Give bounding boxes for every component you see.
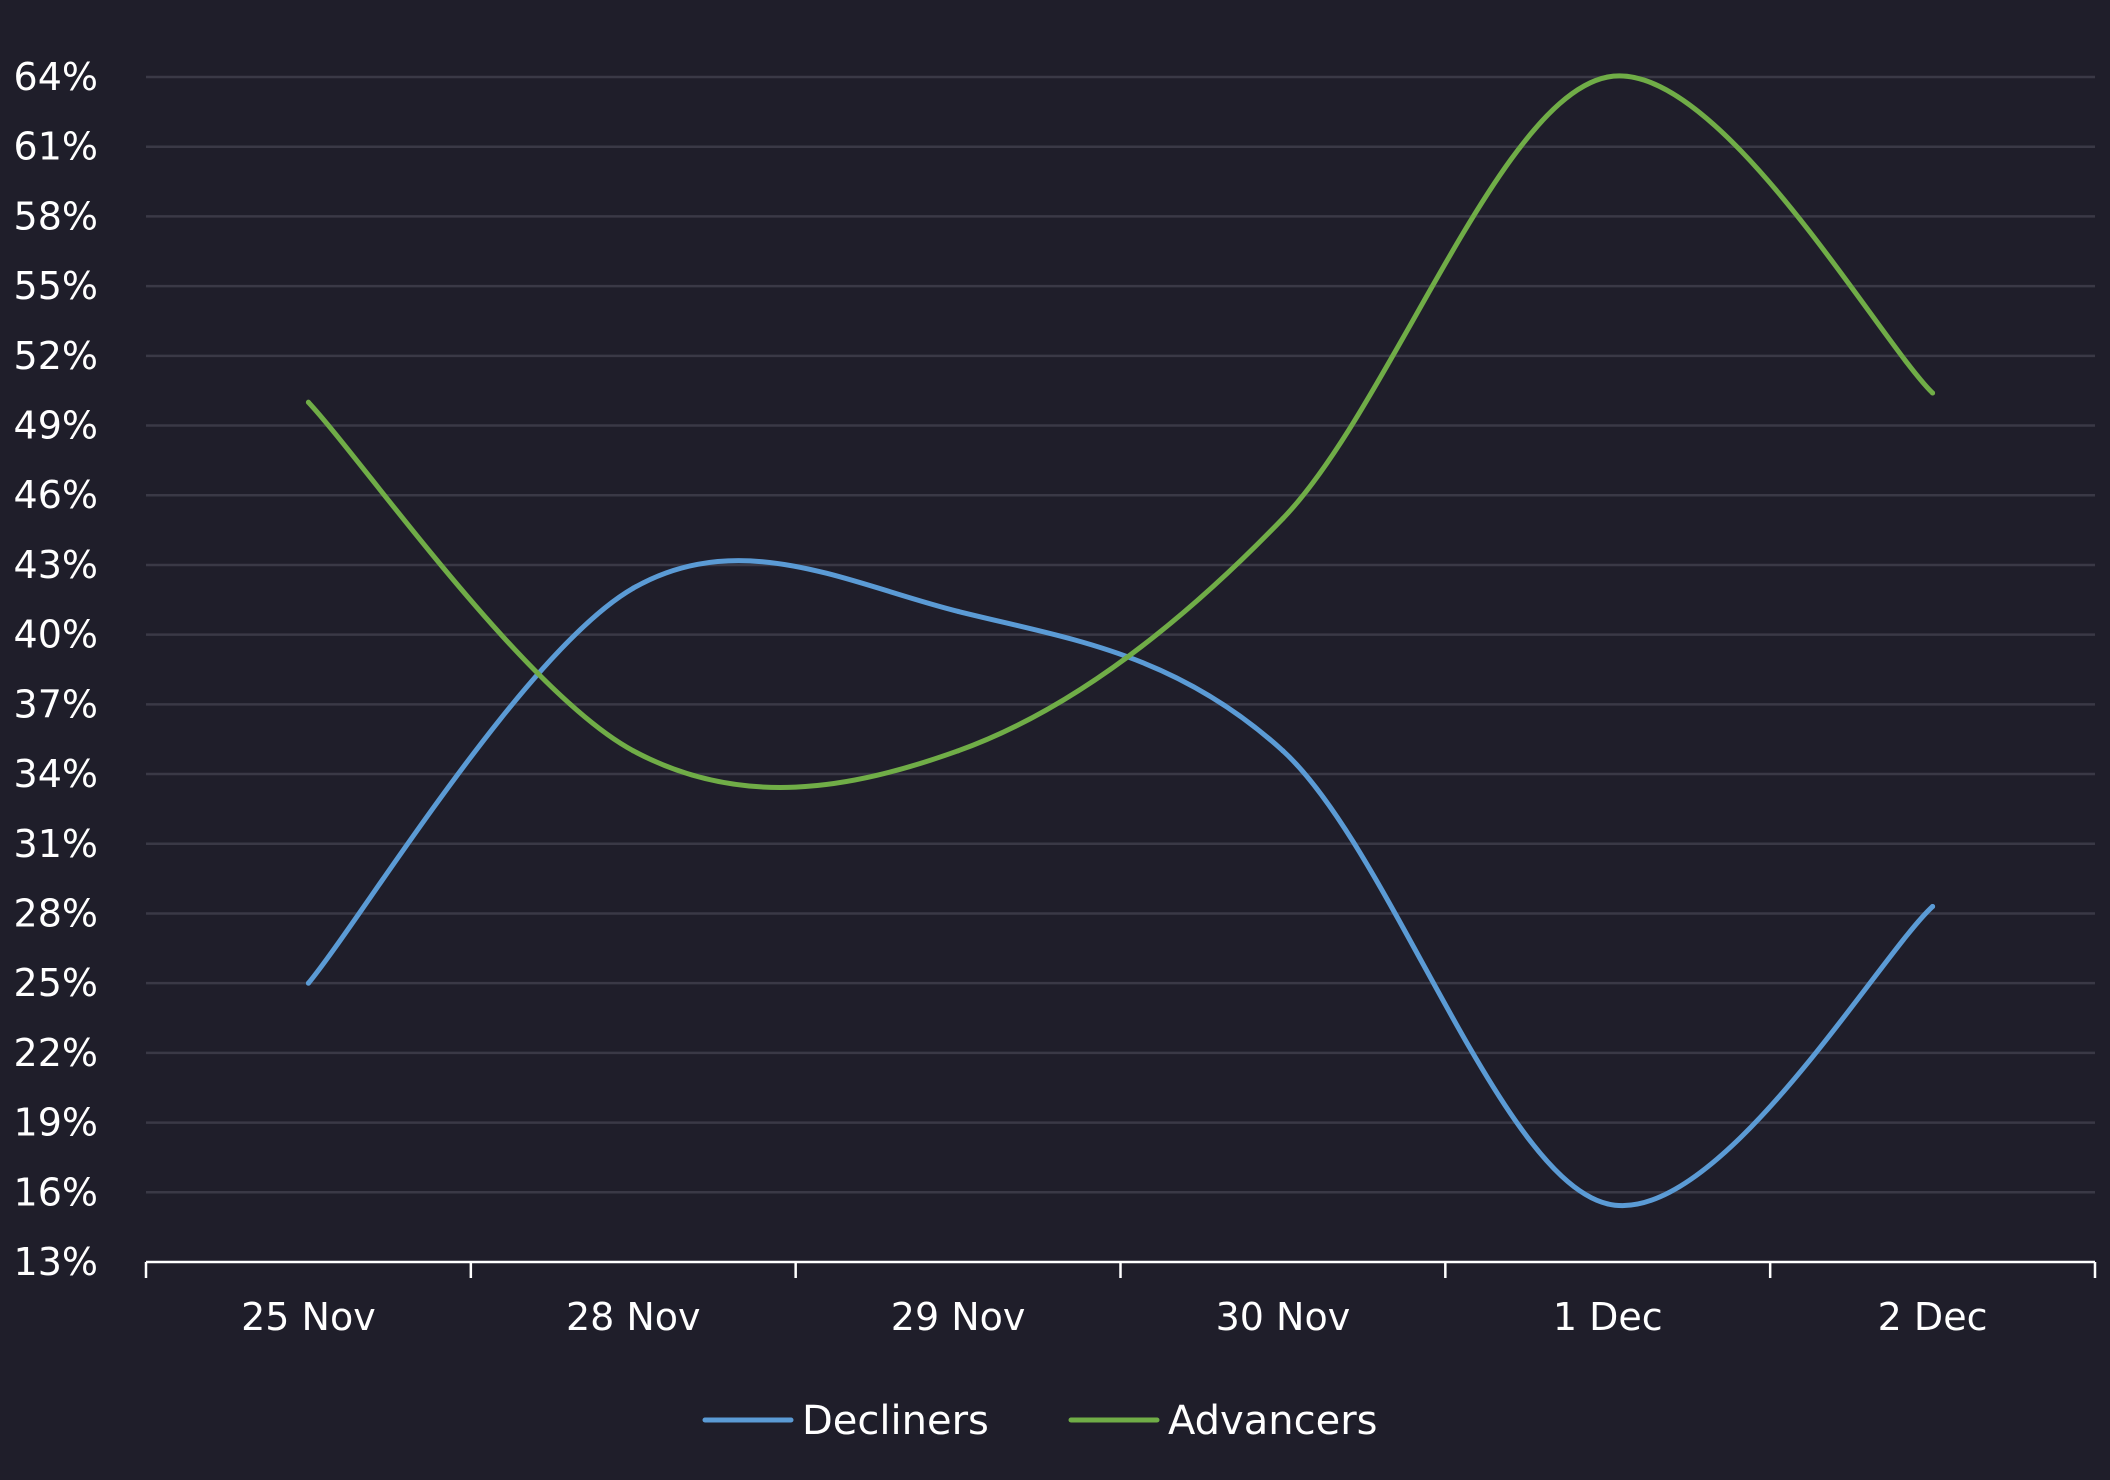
- x-tick-label: 1 Dec: [1553, 1295, 1663, 1339]
- y-tick-label: 31%: [14, 822, 98, 866]
- data-point-decliners: [305, 980, 311, 986]
- y-tick-label: 28%: [14, 891, 98, 935]
- data-point-advancers: [305, 399, 311, 405]
- x-tick-label: 25 Nov: [241, 1295, 376, 1339]
- y-tick-label: 40%: [14, 613, 98, 657]
- data-point-decliners: [1280, 748, 1286, 754]
- x-tick-label: 28 Nov: [566, 1295, 701, 1339]
- series-line-decliners: [305, 558, 1936, 1209]
- y-tick-label: 16%: [14, 1170, 98, 1214]
- y-tick-label: 55%: [14, 264, 98, 308]
- y-tick-label: 43%: [14, 543, 98, 587]
- y-axis-labels: 13% 16% 19% 22% 25% 28% 31% 34% 37% 40% 43% 46% 49% 5…: [14, 55, 98, 1284]
- x-tick-label: 29 Nov: [891, 1295, 1026, 1339]
- data-point-advancers: [1605, 74, 1611, 80]
- y-tick-label: 19%: [14, 1101, 98, 1145]
- data-point-advancers: [630, 748, 636, 754]
- y-tick-label: 58%: [14, 194, 98, 238]
- legend: Decliners Advancers: [702, 1398, 1377, 1444]
- y-tick-label: 37%: [14, 682, 98, 726]
- data-point-advancers: [1280, 515, 1286, 521]
- data-point-advancers: [1930, 390, 1936, 396]
- data-point-decliners: [1605, 1201, 1611, 1207]
- y-tick-label: 61%: [14, 125, 98, 169]
- y-tick-label: 64%: [14, 55, 98, 99]
- y-tick-label: 52%: [14, 334, 98, 378]
- data-point-advancers: [955, 748, 961, 754]
- y-tick-label: 22%: [14, 1031, 98, 1075]
- y-tick-label: 46%: [14, 473, 98, 517]
- y-tick-label: 25%: [14, 961, 98, 1005]
- x-axis-labels: 25 Nov 28 Nov 29 Nov 30 Nov 1 Dec 2 Dec: [241, 1295, 1987, 1339]
- legend-label: Decliners: [802, 1398, 989, 1444]
- x-tick-label: 2 Dec: [1878, 1295, 1988, 1339]
- y-tick-label: 34%: [14, 752, 98, 796]
- data-point-decliners: [955, 608, 961, 614]
- data-point-decliners: [630, 585, 636, 591]
- legend-item[interactable]: Decliners: [702, 1398, 989, 1444]
- x-axis: [144, 1260, 2097, 1278]
- legend-item[interactable]: Advancers: [1068, 1398, 1377, 1444]
- series-line-advancers: [305, 73, 1936, 790]
- series-layer: [305, 73, 1936, 1209]
- data-point-decliners: [1930, 904, 1936, 909]
- y-tick-label: 13%: [14, 1240, 98, 1284]
- legend-label: Advancers: [1168, 1398, 1377, 1444]
- y-tick-label: 49%: [14, 404, 98, 448]
- grid-layer: [146, 75, 2095, 1194]
- x-tick-label: 30 Nov: [1216, 1295, 1351, 1339]
